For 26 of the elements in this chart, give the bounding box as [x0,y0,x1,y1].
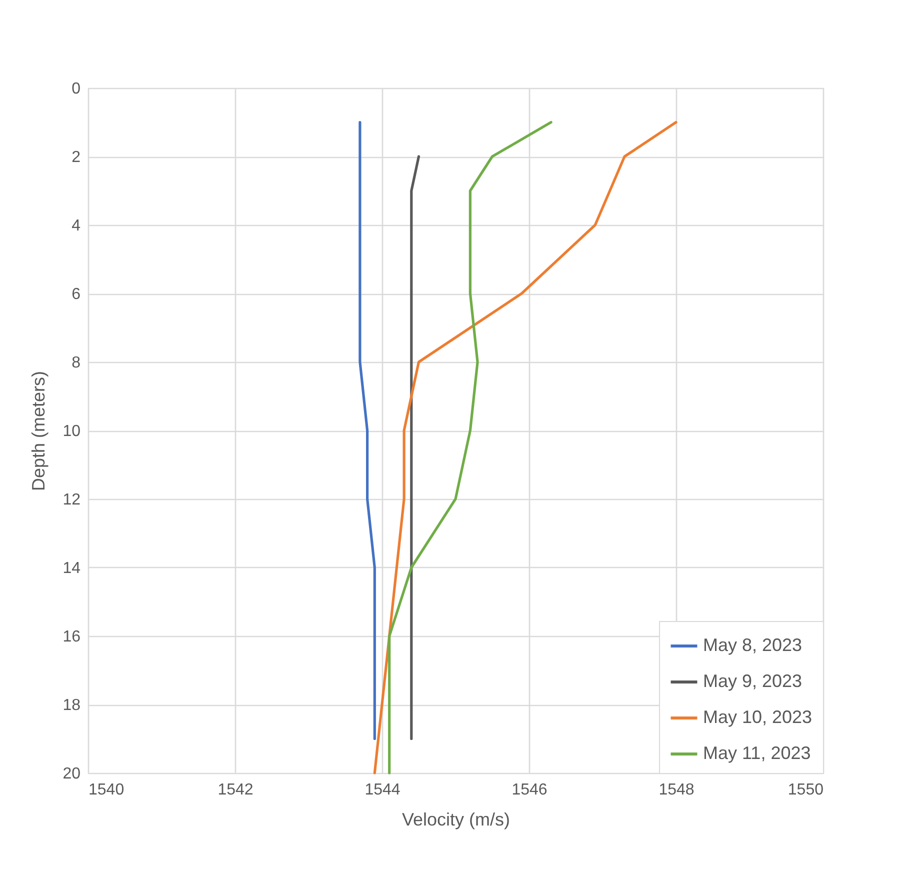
x-tick-label: 1550 [788,782,824,798]
line-series [358,120,376,740]
y-axis-title: Depth (meters) [28,370,49,492]
legend-label: May 10, 2023 [703,707,812,727]
x-tick-label: 1548 [658,782,694,798]
y-tick-label: 14 [62,560,81,577]
y-tick-label: 12 [62,492,81,508]
legend-label: May 11, 2023 [703,743,811,763]
x-tick-label: 1542 [218,782,254,798]
y-tick-label: 2 [72,149,81,166]
y-tick-label: 6 [72,286,81,303]
y-tick-label: 8 [72,354,81,372]
legend-label: May 9, 2023 [703,671,802,691]
legend-label: May 8, 2023 [703,635,802,655]
x-tick-label: 1540 [88,782,124,798]
y-tick-label: 10 [62,423,81,440]
y-tick-label: 0 [72,80,81,98]
x-tick-label: 1544 [364,782,400,798]
y-tick-label: 18 [62,697,81,714]
x-tick-label: 1546 [512,782,548,798]
y-tick-label: 16 [62,628,81,646]
y-tick-label: 4 [72,218,81,234]
line-series [388,120,552,774]
line-series [373,120,678,774]
y-tick-label: 20 [62,766,81,782]
x-axis-title: Velocity (m/s) [402,810,510,830]
